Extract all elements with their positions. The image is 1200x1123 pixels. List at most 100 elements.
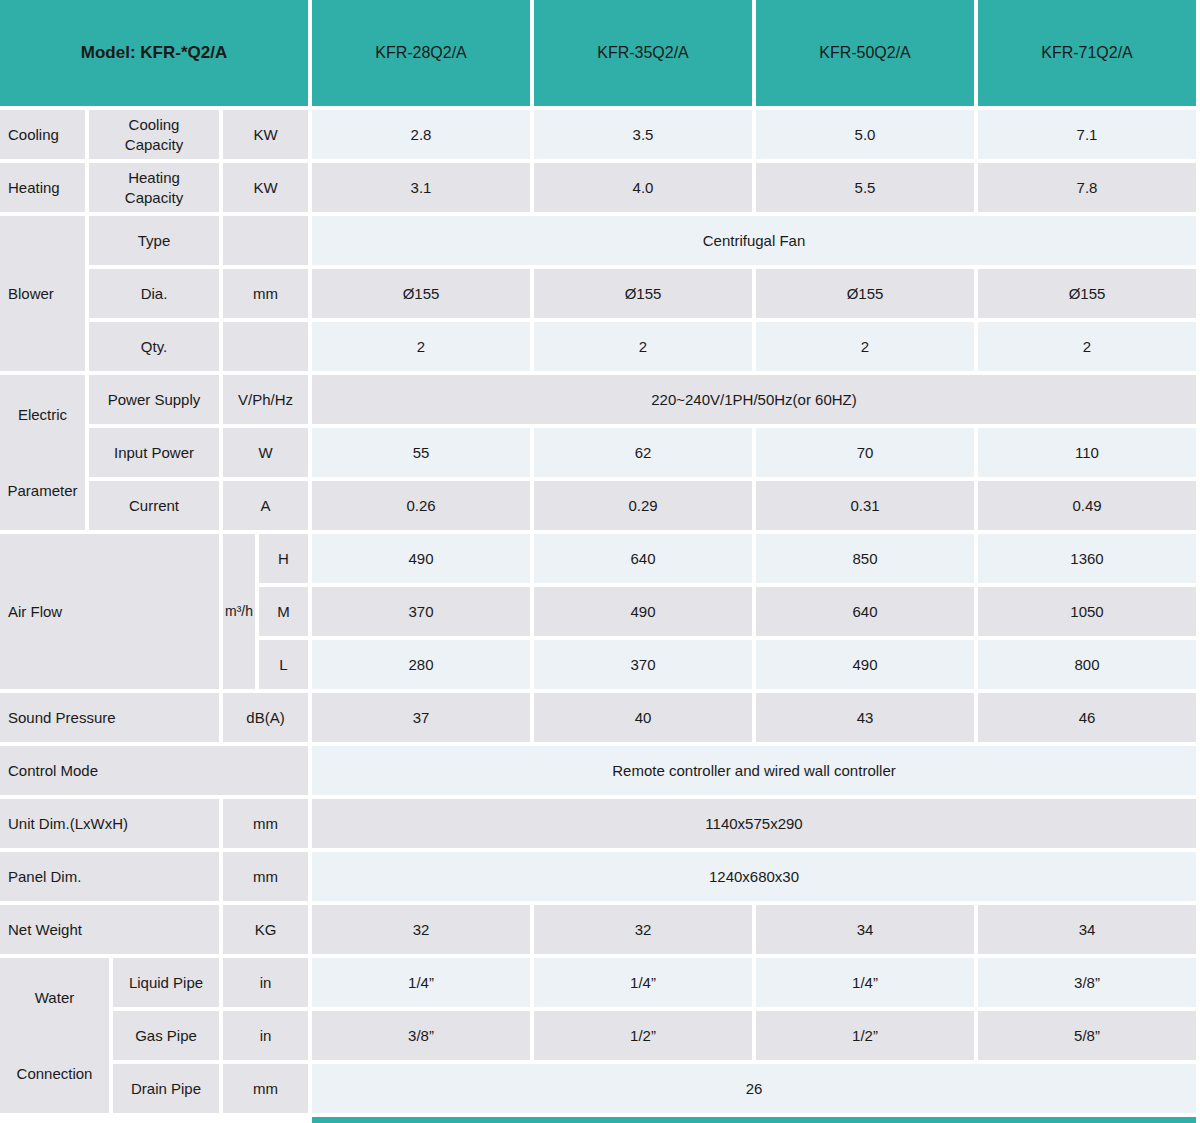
power-supply-value-cell: 220~240V/1PH/50Hz(or 60HZ) [312,375,1196,424]
value-cell: 5.0 [756,110,974,159]
air-flow-high-sub-label: H [259,534,308,583]
value-cell: 3.1 [312,163,530,212]
value-cell: 46 [978,693,1196,742]
value-cell: Ø155 [978,269,1196,318]
value-cell: 4.0 [534,163,752,212]
blower-qty-unit-label [223,322,308,371]
value-cell: 370 [534,640,752,689]
panel-dim-unit-label: mm [223,852,308,901]
model-header-cell: Model: KFR-*Q2/A [0,0,308,106]
value-cell: 1/4” [534,958,752,1007]
input-power-sub-label: Input Power [89,428,219,477]
value-cell: 7.1 [978,110,1196,159]
value-cell: 32 [312,905,530,954]
unit-dim-unit-label: mm [223,799,308,848]
spec-table: Model: KFR-*Q2/A KFR-28Q2/A KFR-35Q2/A K… [0,0,1196,1123]
value-cell: 43 [756,693,974,742]
value-cell: 2 [312,322,530,371]
heating-sub-text: Heating Capacity [108,168,200,207]
unit-dim-group-label: Unit Dim.(LxWxH) [0,799,219,848]
value-cell: Ø155 [756,269,974,318]
column-header-kfr71: KFR-71Q2/A [978,0,1196,106]
blower-qty-sub-label: Qty. [89,322,219,371]
column-header-kfr28: KFR-28Q2/A [312,0,530,106]
input-power-unit-label: W [223,428,308,477]
bottom-accent-bar [312,1117,1196,1123]
liquid-pipe-sub-label: Liquid Pipe [113,958,219,1007]
value-cell: 5.5 [756,163,974,212]
value-cell: 1/2” [534,1011,752,1060]
value-cell: 32 [534,905,752,954]
value-cell: 0.31 [756,481,974,530]
value-cell: 1/4” [756,958,974,1007]
cooling-group-label: Cooling [0,110,85,159]
electric-group-label: Electric Parameter [0,375,85,530]
blower-type-unit-label [223,216,308,265]
value-cell: 5/8” [978,1011,1196,1060]
value-cell: 3/8” [312,1011,530,1060]
value-cell: 0.29 [534,481,752,530]
value-cell: 800 [978,640,1196,689]
blower-type-sub-label: Type [89,216,219,265]
air-flow-mid-sub-label: M [259,587,308,636]
value-cell: 7.8 [978,163,1196,212]
panel-dim-group-label: Panel Dim. [0,852,219,901]
drain-pipe-unit-label: mm [223,1064,308,1113]
current-sub-label: Current [89,481,219,530]
blower-type-value-cell: Centrifugal Fan [312,216,1196,265]
cooling-unit-label: KW [223,110,308,159]
column-header-kfr50: KFR-50Q2/A [756,0,974,106]
heating-unit-label: KW [223,163,308,212]
value-cell: 1/2” [756,1011,974,1060]
value-cell: 62 [534,428,752,477]
value-cell: 1050 [978,587,1196,636]
control-mode-group-label: Control Mode [0,746,308,795]
sound-pressure-unit-label: dB(A) [223,693,308,742]
value-cell: 110 [978,428,1196,477]
value-cell: 0.49 [978,481,1196,530]
value-cell: 2 [756,322,974,371]
value-cell: 3.5 [534,110,752,159]
air-flow-group-label: Air Flow [0,534,219,689]
heating-sub-label: Heating Capacity [89,163,219,212]
power-supply-sub-label: Power Supply [89,375,219,424]
liquid-pipe-unit-label: in [223,958,308,1007]
value-cell: 280 [312,640,530,689]
value-cell: 34 [756,905,974,954]
value-cell: 2.8 [312,110,530,159]
heating-group-label: Heating [0,163,85,212]
panel-dim-value-cell: 1240x680x30 [312,852,1196,901]
control-mode-value-cell: Remote controller and wired wall control… [312,746,1196,795]
value-cell: 640 [756,587,974,636]
value-cell: 0.26 [312,481,530,530]
cooling-sub-text: Cooling Capacity [108,115,200,154]
value-cell: 3/8” [978,958,1196,1007]
value-cell: 2 [978,322,1196,371]
net-weight-group-label: Net Weight [0,905,219,954]
value-cell: 1360 [978,534,1196,583]
blower-dia-unit-label: mm [223,269,308,318]
blower-dia-sub-label: Dia. [89,269,219,318]
value-cell: 1/4” [312,958,530,1007]
value-cell: 70 [756,428,974,477]
drain-pipe-value-cell: 26 [312,1064,1196,1113]
electric-group-line1: Electric [18,405,67,425]
electric-group-line2: Parameter [7,481,77,501]
value-cell: 55 [312,428,530,477]
water-group-line2: Connection [17,1064,93,1084]
cooling-sub-label: Cooling Capacity [89,110,219,159]
sound-pressure-group-label: Sound Pressure [0,693,219,742]
value-cell: 640 [534,534,752,583]
value-cell: Ø155 [534,269,752,318]
value-cell: 34 [978,905,1196,954]
air-flow-unit-label: m³/h [223,534,255,689]
water-connection-group-label: Water Connection [0,958,109,1113]
value-cell: 370 [312,587,530,636]
value-cell: 40 [534,693,752,742]
value-cell: 2 [534,322,752,371]
net-weight-unit-label: KG [223,905,308,954]
value-cell: 37 [312,693,530,742]
value-cell: Ø155 [312,269,530,318]
value-cell: 490 [756,640,974,689]
column-header-kfr35: KFR-35Q2/A [534,0,752,106]
